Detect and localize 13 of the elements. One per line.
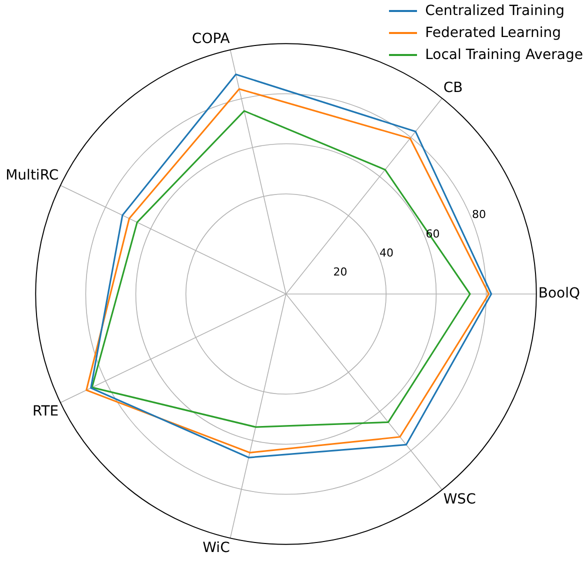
spoke-label: BoolQ — [538, 286, 580, 302]
y-tick-label: 20 — [333, 266, 348, 279]
y-tick-label: 40 — [380, 246, 394, 260]
y-tick-label: 80 — [472, 208, 486, 222]
spoke-label: RTE — [32, 404, 59, 420]
legend-label: Local Training Average — [425, 47, 583, 63]
spoke-label: CB — [443, 80, 463, 96]
legend-label: Centralized Training — [425, 3, 564, 19]
spoke-label: MultiRC — [6, 168, 59, 184]
spoke-label: WSC — [443, 491, 476, 508]
spoke-label: COPA — [192, 31, 230, 48]
spoke-label: WiC — [202, 540, 230, 556]
legend-label: Federated Learning — [425, 25, 562, 41]
